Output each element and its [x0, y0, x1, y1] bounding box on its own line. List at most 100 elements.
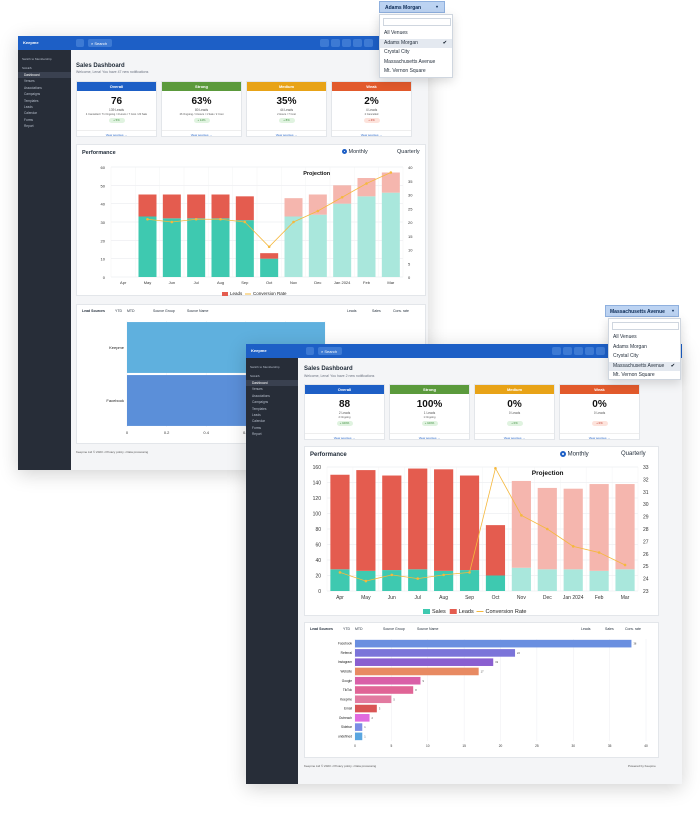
conversion-point[interactable] — [520, 514, 523, 517]
leads-bar[interactable] — [589, 484, 609, 571]
search-box[interactable]: ⌕ Search — [88, 39, 112, 47]
sidebar-item-campaigns[interactable]: Campaigns — [252, 400, 269, 405]
venue-option[interactable]: Adams Morgan — [613, 343, 647, 350]
leads-bar[interactable] — [162, 194, 181, 219]
conversion-point[interactable] — [364, 579, 368, 583]
sidebar-item-report[interactable]: Report — [252, 432, 262, 437]
venue-option[interactable]: Crystal City — [384, 49, 410, 55]
leads-bar[interactable] — [260, 253, 279, 259]
venue-option[interactable]: Massachusetts Avenue — [609, 361, 680, 371]
sidebar-item-associations[interactable]: Associations — [252, 393, 270, 398]
search-box[interactable]: ⌕ Search — [318, 347, 342, 355]
conversion-point[interactable] — [545, 527, 549, 531]
leads-bar[interactable] — [485, 525, 506, 576]
conversion-point[interactable] — [623, 563, 627, 567]
source-bar[interactable] — [355, 639, 632, 648]
leads-tab[interactable]: Leads — [581, 627, 591, 631]
sales-bar[interactable] — [330, 569, 350, 591]
sidebar-item-dashboard[interactable]: Dashboard — [18, 72, 71, 78]
source-group-toggle[interactable]: Source Group — [153, 309, 175, 313]
leads-bar[interactable] — [408, 468, 428, 570]
ytd-toggle[interactable]: YTD — [343, 627, 350, 631]
sales-bar[interactable] — [187, 218, 206, 277]
source-bar[interactable] — [355, 714, 370, 722]
leads-bar[interactable] — [511, 480, 531, 568]
sidebar-item-calendar[interactable]: Calendar — [252, 419, 265, 424]
conversion-point[interactable] — [194, 217, 198, 221]
leads-bar[interactable] — [235, 196, 254, 221]
leads-bar[interactable] — [434, 469, 454, 571]
venue-option[interactable]: Crystal City — [613, 353, 639, 359]
leads-bar[interactable] — [381, 172, 400, 193]
sales-tab[interactable]: Sales — [372, 309, 381, 313]
settings-icon[interactable] — [342, 39, 351, 47]
switch-membership[interactable]: Switch to Membership — [22, 57, 52, 61]
conversion-point[interactable] — [365, 182, 368, 185]
sidebar-item-leads[interactable]: Leads — [24, 105, 33, 109]
sales-bar[interactable] — [162, 218, 181, 277]
source-bar[interactable] — [355, 686, 414, 694]
sales-bar[interactable] — [138, 216, 157, 278]
venue-search-input[interactable] — [612, 322, 679, 330]
sales-bar[interactable] — [284, 216, 303, 278]
source-bar[interactable] — [355, 649, 516, 657]
leads-bar[interactable] — [459, 475, 480, 571]
monthly-radio[interactable]: Monthly — [342, 149, 368, 155]
monthly-radio[interactable]: Monthly — [560, 451, 589, 458]
mtd-toggle[interactable]: MTD — [355, 627, 363, 631]
view-sources-link[interactable]: View sources → — [475, 433, 554, 441]
source-bar[interactable] — [355, 658, 494, 666]
sidebar-item-forms[interactable]: Forms — [252, 425, 262, 430]
sales-bar[interactable] — [563, 569, 583, 591]
user-icon[interactable] — [364, 39, 373, 47]
conversion-point[interactable] — [571, 545, 575, 548]
view-sources-link[interactable]: View sources → — [332, 130, 411, 138]
conversion-point[interactable] — [468, 571, 471, 574]
venue-option[interactable]: All Venues — [613, 334, 637, 340]
sales-bar[interactable] — [408, 569, 428, 591]
sales-bar[interactable] — [357, 196, 376, 277]
leads-bar[interactable] — [187, 194, 206, 219]
sidebar-item-templates[interactable]: Templates — [252, 406, 267, 411]
sales-bar[interactable] — [260, 258, 279, 277]
conversion-point[interactable] — [442, 573, 445, 577]
source-bar[interactable] — [355, 723, 363, 731]
sales-bar[interactable] — [381, 192, 400, 277]
leads-bar[interactable] — [308, 194, 327, 215]
sales-bar[interactable] — [333, 203, 352, 277]
switch-membership[interactable]: Switch to Membership — [250, 365, 280, 369]
ytd-toggle[interactable]: YTD — [115, 309, 122, 313]
sales-bar[interactable] — [615, 569, 635, 591]
conversion-point[interactable] — [340, 195, 344, 199]
source-bar[interactable] — [355, 667, 479, 676]
sales-tab[interactable]: Sales — [605, 627, 614, 631]
leads-bar[interactable] — [211, 194, 230, 219]
conversion-point[interactable] — [267, 245, 271, 249]
conversion-point[interactable] — [243, 220, 247, 224]
venue-option[interactable]: Massachusetts Avenue — [384, 58, 436, 65]
sidebar-item-dashboard[interactable]: Dashboard — [246, 380, 298, 386]
sales-bar[interactable] — [235, 220, 254, 277]
conversion-point[interactable] — [389, 171, 393, 174]
view-sources-link[interactable]: View sources → — [247, 130, 326, 138]
source-name-toggle[interactable]: Source Name — [417, 627, 439, 631]
message-icon[interactable] — [331, 39, 340, 47]
sidebar-item-report[interactable]: Report — [24, 124, 34, 129]
calendar-icon[interactable] — [353, 39, 362, 47]
venue-option[interactable]: Mt. Vernon Square — [384, 68, 426, 74]
leads-bar[interactable] — [563, 488, 583, 570]
conversion-point[interactable] — [390, 573, 394, 577]
sidebar-item-leads[interactable]: Leads — [252, 413, 261, 417]
quarterly-radio[interactable]: Quarterly — [621, 451, 646, 457]
conversion-point[interactable] — [170, 220, 174, 224]
source-group-toggle[interactable]: Source Group — [383, 627, 405, 631]
source-bar[interactable] — [355, 704, 377, 713]
view-sources-link[interactable]: View sources → — [305, 433, 384, 441]
sales-bar[interactable] — [589, 570, 609, 591]
logo[interactable]: Keepme — [251, 348, 267, 353]
mtd-toggle[interactable]: MTD — [127, 309, 135, 313]
venue-option[interactable]: All Venues — [384, 30, 408, 36]
venue-select-button[interactable]: Massachusetts Avenue ▾ — [605, 305, 679, 317]
quarterly-radio[interactable]: Quarterly — [397, 149, 420, 155]
source-name-toggle[interactable]: Source Name — [187, 309, 209, 313]
